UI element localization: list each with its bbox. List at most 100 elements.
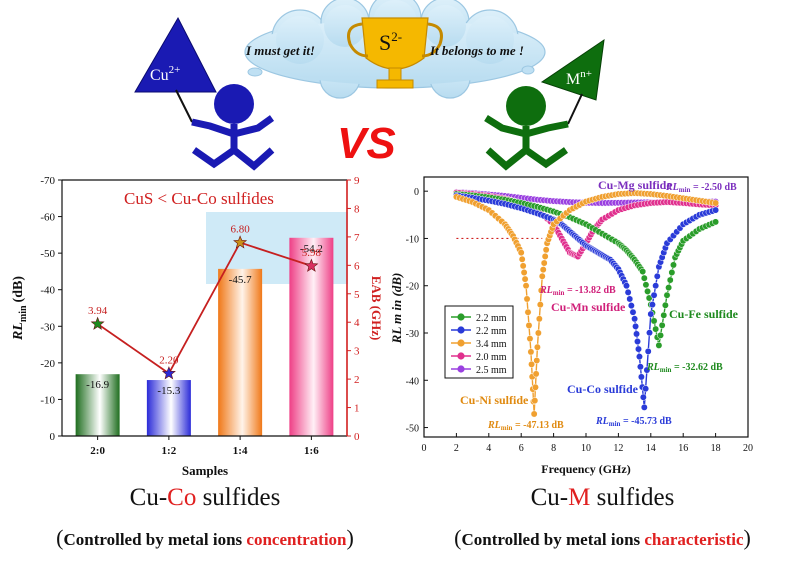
left-chart-title: CuS < Cu-Co sulfides — [124, 189, 274, 208]
right-x-tick-label: 18 — [711, 443, 721, 454]
annot-cu-co-label: Cu-Co sulfide — [567, 382, 639, 396]
right-subcaption-text: Controlled by metal ions — [461, 530, 645, 549]
series-point — [636, 353, 643, 361]
series-point — [527, 348, 535, 356]
series-point — [526, 335, 534, 343]
series-point — [642, 385, 650, 393]
left-right-y-tick-label: 0 — [354, 431, 360, 443]
right-x-tick-label: 8 — [551, 443, 556, 454]
right-chart: 0 -10 -20 -30 -40 -50 0 2 4 6 8 10 12 14 16 18 20 2.2 m… — [389, 176, 753, 476]
left-axes — [61, 179, 348, 437]
series-point — [655, 341, 663, 349]
right-caption-highlight: M — [568, 484, 591, 511]
series-point — [634, 338, 641, 345]
eab-point-star — [90, 316, 105, 330]
series-point — [668, 269, 676, 276]
left-x-tick-label: 1:4 — [233, 445, 248, 457]
series-point — [523, 295, 531, 303]
series-point — [536, 301, 544, 309]
left-x-axis-label: Samples — [182, 463, 228, 478]
right-x-tick-label: 16 — [678, 443, 688, 454]
series-point — [524, 308, 532, 316]
right-x-axis-label: Frequency (GHz) — [541, 462, 630, 476]
right-series — [452, 188, 720, 418]
legend-marker — [457, 339, 465, 347]
legend-label: 2.2 mm — [476, 313, 507, 324]
right-x-tick-label: 10 — [581, 443, 591, 454]
left-x-ticks: 2:0 1:2 1:4 1:6 — [90, 436, 319, 457]
series-point — [518, 255, 526, 263]
series-1 — [452, 191, 720, 411]
series-point — [658, 321, 666, 329]
right-y-tick-label: -10 — [406, 234, 419, 245]
left-y-tick-label: -50 — [40, 248, 55, 260]
right-stickman-icon — [484, 38, 605, 171]
left-flag-label: Cu2+ — [150, 64, 180, 84]
legend-marker — [457, 313, 465, 321]
left-y-tick-label: -20 — [40, 358, 55, 370]
annot-cu-ni-value: RLmin = -47.13 dB — [487, 420, 564, 432]
series-point — [533, 343, 541, 351]
series-point — [646, 329, 653, 337]
series-point — [539, 266, 547, 274]
left-y-tick-label: -10 — [40, 394, 55, 406]
series-point — [542, 246, 550, 254]
legend-marker — [457, 352, 465, 360]
bar-1:2 — [146, 380, 191, 436]
eab-value-label: 6.80 — [231, 224, 251, 236]
series-point — [540, 259, 548, 267]
series-point — [665, 284, 673, 292]
legend-label: 2.2 mm — [476, 326, 507, 337]
series-point — [663, 291, 671, 299]
bar-value-label: -15.3 — [157, 385, 180, 397]
legend: 2.2 mm 2.2 mm 3.4 mm 2.0 mm 2.5 mm — [444, 305, 514, 379]
series-point — [631, 315, 639, 323]
annot-cu-mg-label: Cu-Mg sulfide — [598, 178, 672, 192]
right-y-tick-label: -40 — [406, 376, 419, 387]
left-right-y-tick-label: 2 — [354, 374, 360, 386]
series-point — [541, 252, 549, 260]
eab-point-star — [304, 258, 319, 272]
right-caption: Cu-M sulfides — [405, 484, 800, 512]
eab-value-label: 2.20 — [159, 354, 179, 366]
series-point — [538, 272, 546, 280]
series-point — [528, 360, 536, 368]
series-point — [712, 199, 720, 207]
left-y-tick-label: -40 — [40, 285, 55, 297]
eab-value-label: 5.98 — [302, 247, 322, 259]
series-point — [520, 269, 528, 276]
eab-polyline — [97, 241, 312, 375]
series-point — [537, 287, 545, 294]
series-point — [633, 330, 640, 338]
series-point — [644, 287, 652, 295]
left-subcaption-close: ) — [346, 525, 354, 550]
series-point — [647, 310, 655, 318]
right-x-tick-label: 20 — [743, 443, 753, 454]
series-point — [530, 410, 538, 418]
bar-2:0 — [75, 374, 120, 436]
bar-1:4 — [218, 268, 263, 436]
right-subcaption-highlight: characteristic — [644, 530, 744, 549]
right-y-axis-label: RL m in (dB) — [389, 273, 404, 345]
right-y-tick-label: -20 — [406, 282, 419, 293]
series-point — [623, 282, 630, 290]
annot-cu-mn-value: RLmin = -13.82 dB — [539, 285, 616, 297]
series-point — [653, 272, 661, 280]
right-y-tick-label: -50 — [406, 424, 419, 435]
series-point — [626, 295, 634, 303]
series-point — [637, 373, 645, 381]
series-point — [650, 291, 658, 299]
left-right-y-tick-label: 3 — [354, 346, 360, 358]
series-point — [670, 261, 677, 269]
left-stickman-icon — [134, 16, 275, 171]
series-2 — [452, 189, 720, 418]
series-point — [639, 393, 647, 401]
left-subcaption: (Controlled by metal ions concentration) — [0, 525, 410, 551]
series-point — [643, 366, 651, 374]
legend-label: 2.5 mm — [476, 365, 507, 376]
left-right-y-tick-label: 4 — [354, 317, 360, 329]
left-x-tick-label: 2:0 — [90, 445, 105, 457]
series-point — [660, 311, 668, 319]
right-y-tick-label: 0 — [414, 187, 419, 198]
left-caption-part-3: sulfides — [196, 484, 281, 511]
